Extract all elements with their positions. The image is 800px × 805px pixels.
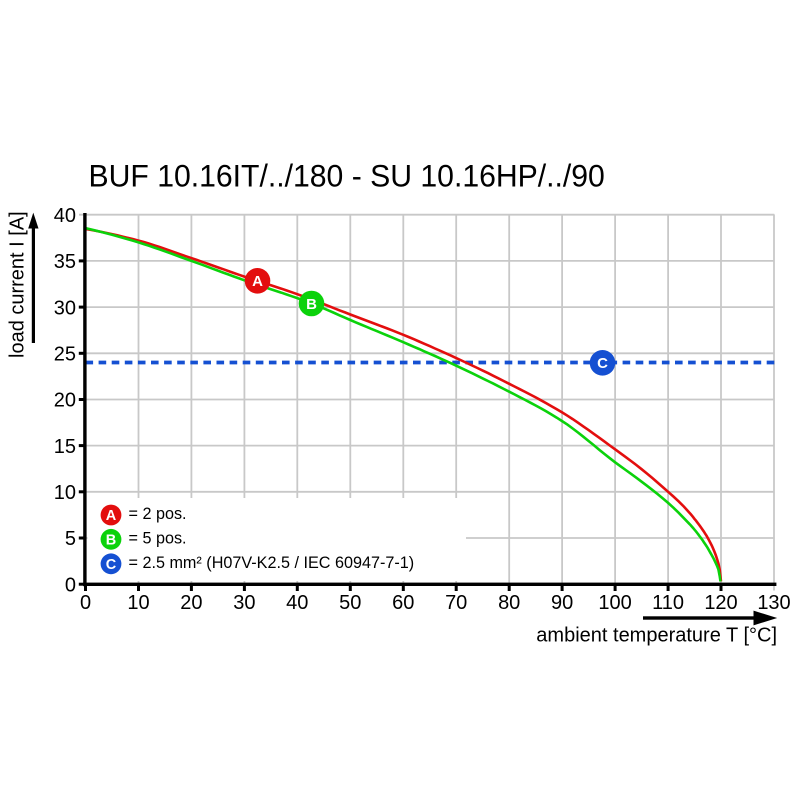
svg-text:0: 0 [80,592,91,614]
svg-text:60: 60 [392,592,414,614]
svg-text:= 5 pos.: = 5 pos. [129,530,187,548]
svg-text:70: 70 [445,592,467,614]
svg-text:90: 90 [551,592,573,614]
svg-text:100: 100 [598,592,631,614]
svg-text:C: C [597,355,608,372]
svg-text:110: 110 [652,592,684,614]
svg-text:15: 15 [54,436,76,458]
svg-text:load current I [A]: load current I [A] [7,211,29,358]
svg-text:5: 5 [65,528,76,550]
svg-text:25: 25 [54,344,76,366]
svg-text:BUF 10.16IT/../180 - SU 10.16H: BUF 10.16IT/../180 - SU 10.16HP/../90 [89,158,605,194]
svg-text:30: 30 [233,592,255,614]
svg-text:80: 80 [498,592,520,614]
svg-text:40: 40 [286,592,308,614]
svg-text:40: 40 [54,205,76,227]
svg-text:120: 120 [704,592,737,614]
svg-text:130: 130 [757,592,790,614]
svg-text:= 2.5 mm² (H07V-K2.5 / IEC 609: = 2.5 mm² (H07V-K2.5 / IEC 60947-7-1) [129,554,415,572]
svg-text:B: B [106,532,116,548]
svg-text:B: B [306,296,317,313]
svg-text:30: 30 [54,297,76,319]
svg-text:C: C [106,557,117,573]
svg-text:50: 50 [339,592,361,614]
svg-text:ambient temperature T [°C]: ambient temperature T [°C] [536,625,777,647]
svg-text:A: A [252,273,263,290]
svg-text:10: 10 [127,592,149,614]
svg-text:35: 35 [54,251,76,273]
svg-text:20: 20 [54,390,76,412]
svg-text:= 2 pos.: = 2 pos. [129,505,187,523]
svg-text:20: 20 [180,592,202,614]
svg-text:10: 10 [54,482,76,504]
svg-text:A: A [106,508,117,524]
svg-text:0: 0 [65,574,76,596]
